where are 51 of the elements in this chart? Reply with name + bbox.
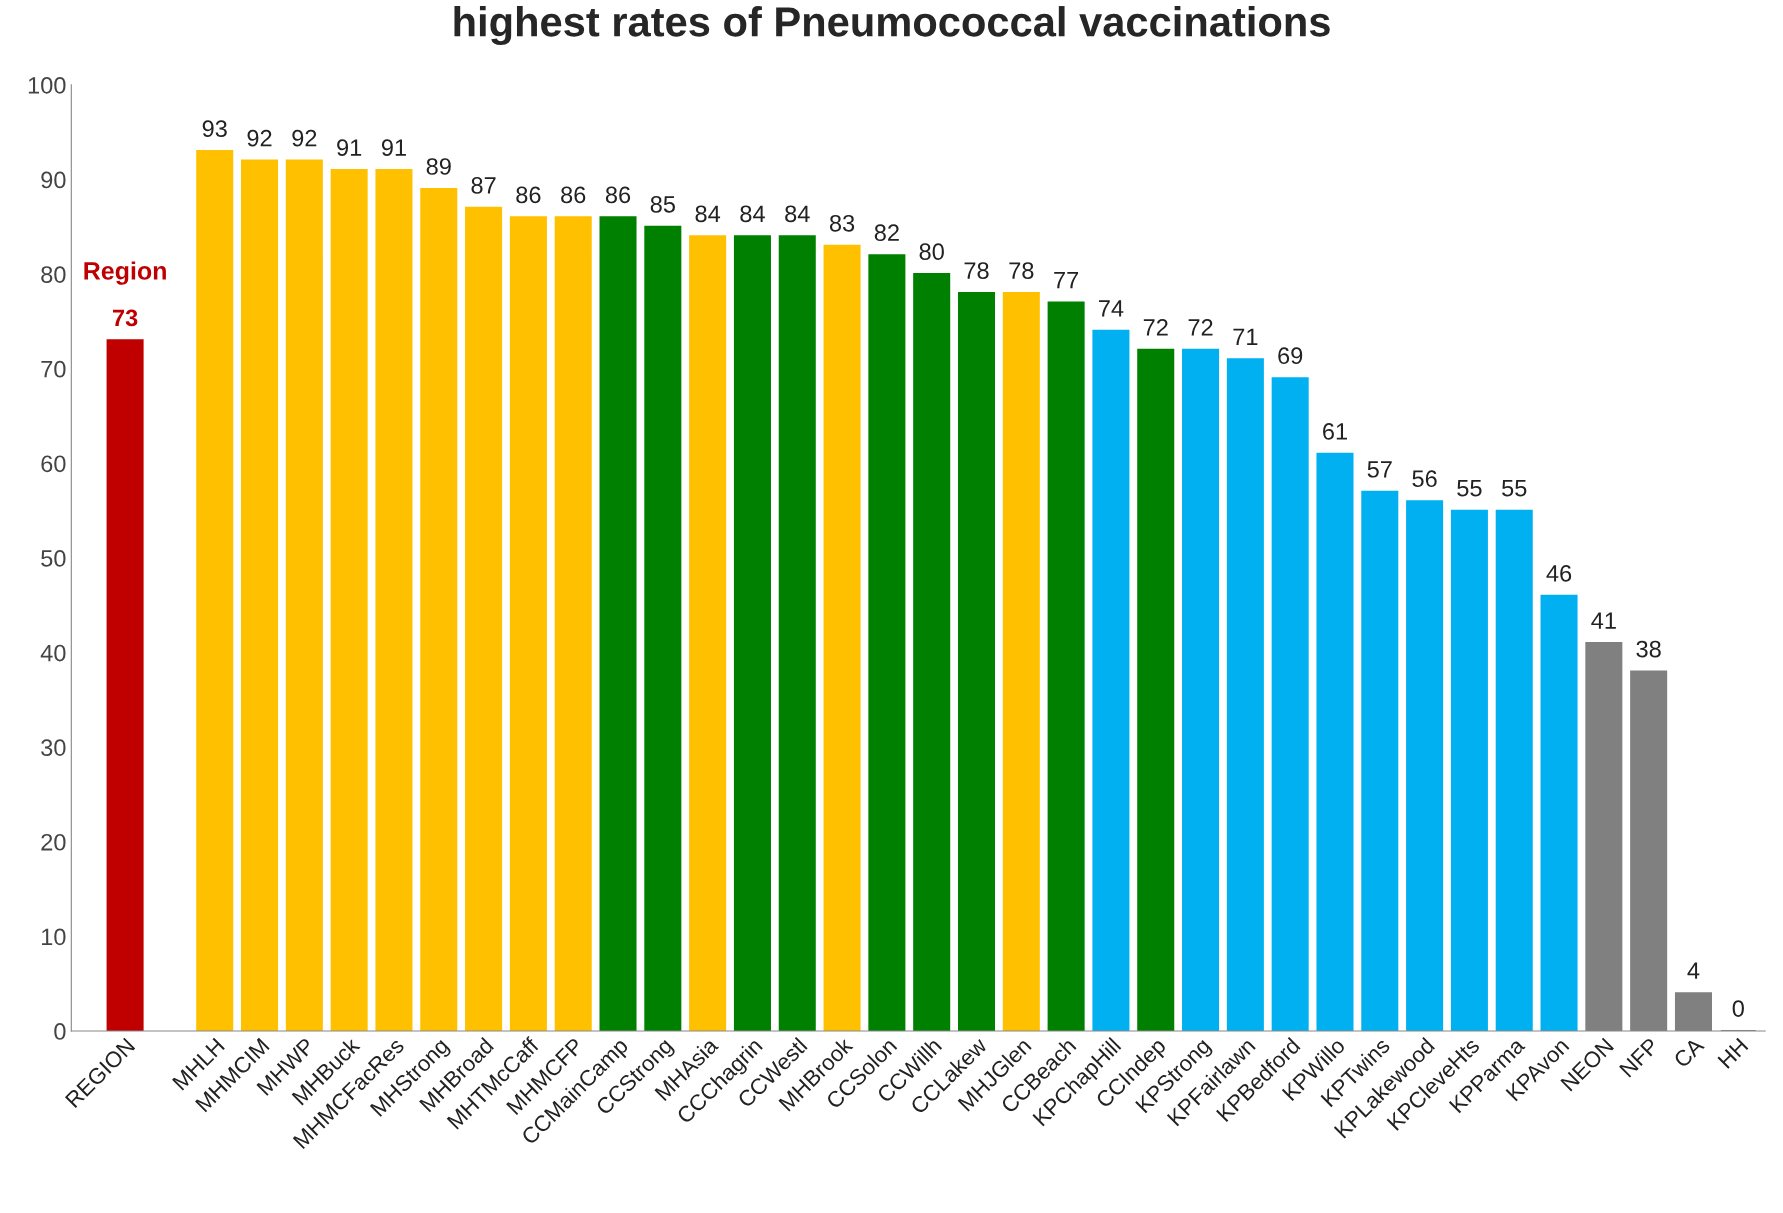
data-label: 73: [112, 309, 138, 327]
data-label: 78: [964, 262, 989, 279]
data-label: 89: [426, 158, 451, 175]
data-label: 84: [695, 205, 721, 223]
y-tick-label: 20: [41, 833, 66, 851]
data-label: 72: [1143, 318, 1168, 336]
data-label: 0: [1732, 1000, 1744, 1017]
y-tick-label: 90: [41, 171, 66, 189]
data-label: 72: [1188, 318, 1213, 336]
y-tick-label: 80: [41, 266, 66, 283]
data-label: 77: [1054, 271, 1079, 289]
chart-title: highest rates of Pneumococcal vaccinations: [454, 6, 1330, 46]
data-label: 86: [561, 186, 586, 204]
x-tick-label: CA: [1672, 1036, 1705, 1069]
y-tick-label: 100: [28, 76, 66, 94]
data-label: 78: [1009, 262, 1034, 279]
y-tick-label: 40: [40, 644, 66, 662]
y-tick-label: 30: [41, 739, 66, 756]
data-label: 85: [650, 195, 675, 213]
y-tick-label: 70: [41, 360, 66, 378]
data-label: 84: [785, 205, 810, 223]
data-label: 57: [1367, 461, 1392, 478]
data-label: 86: [605, 186, 631, 204]
data-label: 92: [247, 129, 272, 147]
data-label: 4: [1687, 962, 1700, 979]
x-tick-label: HH: [1717, 1037, 1749, 1069]
data-label: 74: [1099, 300, 1124, 317]
data-label: 82: [874, 224, 899, 242]
data-label: 56: [1412, 470, 1437, 488]
y-tick-label: 10: [42, 928, 66, 946]
data-label: 86: [516, 186, 541, 204]
annotation: Region: [84, 261, 166, 285]
data-label: 91: [381, 139, 406, 156]
data-label: 93: [202, 120, 227, 138]
data-label: 80: [919, 243, 944, 261]
data-label: 92: [292, 129, 317, 147]
data-label: 87: [471, 177, 496, 194]
data-label: 83: [829, 214, 855, 232]
data-label: 84: [740, 205, 765, 223]
data-label: 71: [1233, 328, 1258, 345]
y-tick-label: 60: [41, 455, 66, 473]
data-label: 41: [1591, 612, 1616, 629]
data-label: 61: [1323, 423, 1347, 440]
y-tick-label: 50: [41, 550, 66, 567]
data-label: 46: [1546, 564, 1572, 582]
data-label: 55: [1502, 480, 1527, 497]
y-tick-label: 0: [54, 1023, 66, 1040]
data-label: 38: [1636, 640, 1661, 658]
data-label: 69: [1278, 347, 1303, 365]
data-label: 55: [1457, 480, 1482, 497]
data-label: 91: [337, 139, 362, 156]
